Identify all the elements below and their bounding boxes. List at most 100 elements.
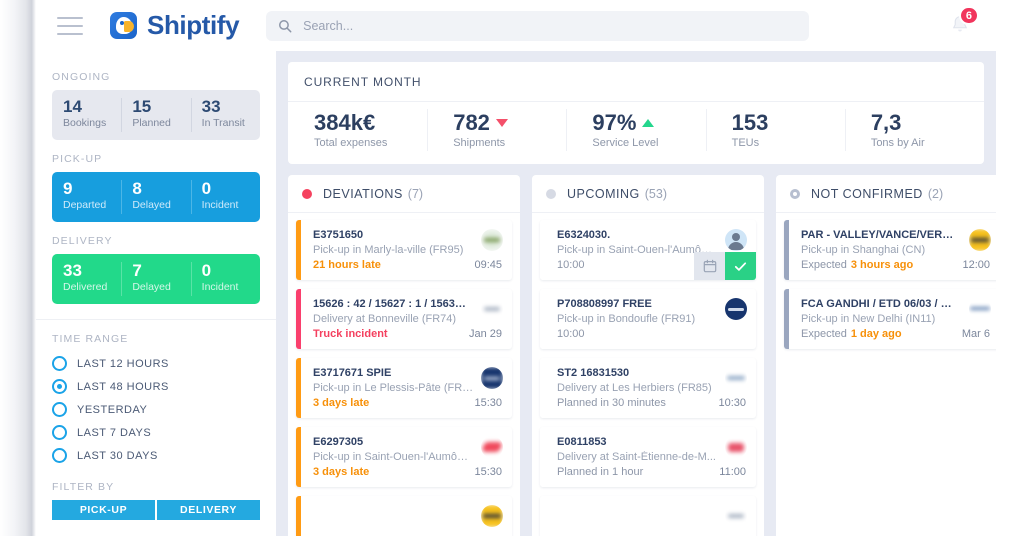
list-item[interactable]: 15626 : 42 / 15627 : 1 / 15630 : ... Del…: [296, 289, 512, 349]
shipment-time: 12:00: [962, 259, 990, 271]
sidebar-divider: [36, 319, 276, 320]
filter-button-group: PICK-UP DELIVERY: [52, 500, 260, 520]
column-header-deviations[interactable]: DEVIATIONS (7): [288, 175, 520, 213]
list-item[interactable]: [540, 496, 756, 536]
kpi-value: 7,3: [870, 110, 902, 135]
delivery-stats[interactable]: 33 Delivered 7 Delayed 0 Incident: [52, 254, 260, 304]
calendar-icon[interactable]: [694, 252, 725, 280]
trend-up-icon: [642, 119, 655, 127]
stat-value: 15: [132, 97, 152, 116]
list-item[interactable]: PAR - VALLEY/VANCE/VERCOR Pick-up in Sha…: [784, 220, 996, 280]
time-range-option-last-48-hours[interactable]: LAST 48 HOURS: [52, 375, 260, 398]
list-item[interactable]: FCA GANDHI / ETD 06/03 / 752... Pick-up …: [784, 289, 996, 349]
option-label: LAST 48 HOURS: [77, 380, 169, 393]
time-range-option-last-12-hours[interactable]: LAST 12 HOURS: [52, 352, 260, 375]
status-bar: [296, 496, 301, 536]
stat-value: 9: [63, 179, 73, 198]
ongoing-stats[interactable]: 14 Bookings 15 Planned 33 In Transit: [52, 90, 260, 140]
column-title: UPCOMING: [567, 186, 640, 201]
shipment-status: 21 hours late: [313, 259, 381, 271]
filter-pickup-button[interactable]: PICK-UP: [52, 500, 155, 520]
kpi-service-level[interactable]: 97% Service Level: [566, 102, 705, 163]
list-item[interactable]: E6297305 Pick-up in Saint-Ouen-l'Aumône.…: [296, 427, 512, 487]
option-label: LAST 7 DAYS: [77, 426, 152, 439]
shipment-desc: Pick-up in Marly-la-ville (FR95): [313, 244, 464, 256]
search-input[interactable]: [303, 18, 798, 33]
trend-down-icon: [495, 119, 508, 127]
brand-logo[interactable]: Shiptify: [110, 10, 240, 41]
kpi-label: Tons by Air: [870, 137, 925, 149]
option-label: LAST 30 DAYS: [77, 449, 158, 462]
stat-label: Incident: [201, 281, 239, 293]
kpi-value: 782: [453, 110, 490, 135]
list-item[interactable]: P708808997 FREE Pick-up in Bondoufle (FR…: [540, 289, 756, 349]
stat-value: 33: [63, 261, 82, 280]
column-header-not-confirmed[interactable]: NOT CONFIRMED (2): [776, 175, 996, 213]
stat-cell: 7 Delayed: [121, 254, 190, 304]
list-item[interactable]: E3717671 SPIE Pick-up in Le Plessis-Pâte…: [296, 358, 512, 418]
carrier-logo-icon: [481, 436, 503, 458]
search-bar[interactable]: [266, 10, 810, 41]
status-bar: [296, 220, 301, 280]
status-bar: [296, 289, 301, 349]
stat-value: 8: [132, 179, 142, 198]
carrier-logo-icon: [969, 229, 991, 251]
time-range-option-last-30-days[interactable]: LAST 30 DAYS: [52, 444, 260, 467]
stat-value: 0: [201, 261, 212, 280]
carrier-logo-icon: [481, 298, 503, 320]
stat-label: Departed: [63, 199, 107, 211]
list-item[interactable]: [296, 496, 512, 536]
list-item[interactable]: ST2 16831530 Delivery at Les Herbiers (F…: [540, 358, 756, 418]
filter-by-label: FILTER BY: [52, 481, 115, 493]
kpi-teus[interactable]: 153 TEUs: [705, 102, 845, 163]
status-dot-grey-icon: [546, 188, 556, 199]
hamburger-icon[interactable]: [57, 16, 83, 35]
time-range-option-last-7-days[interactable]: LAST 7 DAYS: [52, 421, 260, 444]
column-upcoming: UPCOMING (53) E6324030. Pick-up in Saint…: [532, 175, 764, 536]
kpi-tons-by-air[interactable]: 7,3 Tons by Air: [844, 102, 984, 163]
shipment-time: 09:45: [474, 259, 502, 271]
carrier-logo-icon: [481, 367, 503, 389]
shipment-desc: Pick-up in Bondoufle (FR91): [557, 313, 696, 325]
shipment-time: Mar 6: [961, 328, 990, 340]
shipment-status: 3 days late: [313, 397, 370, 409]
stat-cell: 0 Incident: [190, 254, 260, 304]
option-label: LAST 12 HOURS: [77, 357, 169, 370]
status-dot-red-icon: [302, 188, 312, 199]
shipment-time: 15:30: [474, 397, 502, 409]
status-bar: [296, 358, 301, 418]
kpi-shipments[interactable]: 782 Shipments: [427, 102, 566, 163]
shipment-desc: Delivery at Saint-Étienne-de-M...: [557, 451, 716, 463]
filter-delivery-button[interactable]: DELIVERY: [155, 500, 260, 520]
time-range-option-yesterday[interactable]: YESTERDAY: [52, 398, 260, 421]
list-item[interactable]: E6324030. Pick-up in Saint-Ouen-l'Aumône…: [540, 220, 756, 280]
column-body-upcoming[interactable]: E6324030. Pick-up in Saint-Ouen-l'Aumône…: [532, 213, 764, 536]
notifications-button[interactable]: 6: [944, 6, 979, 42]
shipment-desc: Pick-up in Le Plessis-Pâte (FR91): [313, 382, 479, 394]
column-header-upcoming[interactable]: UPCOMING (53): [532, 175, 764, 213]
stat-label: In Transit: [201, 117, 245, 129]
column-body-deviations[interactable]: E3751650 Pick-up in Marly-la-ville (FR95…: [288, 213, 520, 536]
kpi-total-expenses[interactable]: 384k€ Total expenses: [288, 102, 427, 163]
shipment-desc: Pick-up in Shanghai (CN): [801, 244, 926, 256]
stat-cell: 8 Delayed: [121, 172, 190, 222]
column-body-not-confirmed[interactable]: PAR - VALLEY/VANCE/VERCOR Pick-up in Sha…: [776, 213, 996, 536]
pickup-stats[interactable]: 9 Departed 8 Delayed 0 Incident: [52, 172, 260, 222]
shipment-desc: Delivery at Bonneville (FR74): [313, 313, 457, 325]
column-deviations: DEVIATIONS (7) E3751650 Pick-up in Marly…: [288, 175, 520, 536]
current-month-panel: CURRENT MONTH 384k€ Total expenses 782 S…: [288, 62, 984, 164]
stat-label: Planned: [132, 117, 171, 129]
shipment-ref: P708808997 FREE: [557, 298, 652, 310]
shipment-time: Jan 29: [468, 328, 502, 340]
ongoing-section-label: ONGOING: [52, 71, 111, 83]
kpi-value: 384k€: [314, 110, 376, 135]
confirm-check-icon[interactable]: [725, 252, 756, 280]
stat-cell: 33 Delivered: [52, 254, 121, 304]
shipment-status: 10:00: [557, 328, 585, 340]
shipment-time: 10:30: [718, 397, 746, 409]
list-item[interactable]: E0811853 Delivery at Saint-Étienne-de-M.…: [540, 427, 756, 487]
frame-right-bezel: [996, 0, 1024, 536]
column-count: (53): [644, 186, 667, 201]
list-item[interactable]: E3751650 Pick-up in Marly-la-ville (FR95…: [296, 220, 512, 280]
stat-cell: 9 Departed: [52, 172, 121, 222]
